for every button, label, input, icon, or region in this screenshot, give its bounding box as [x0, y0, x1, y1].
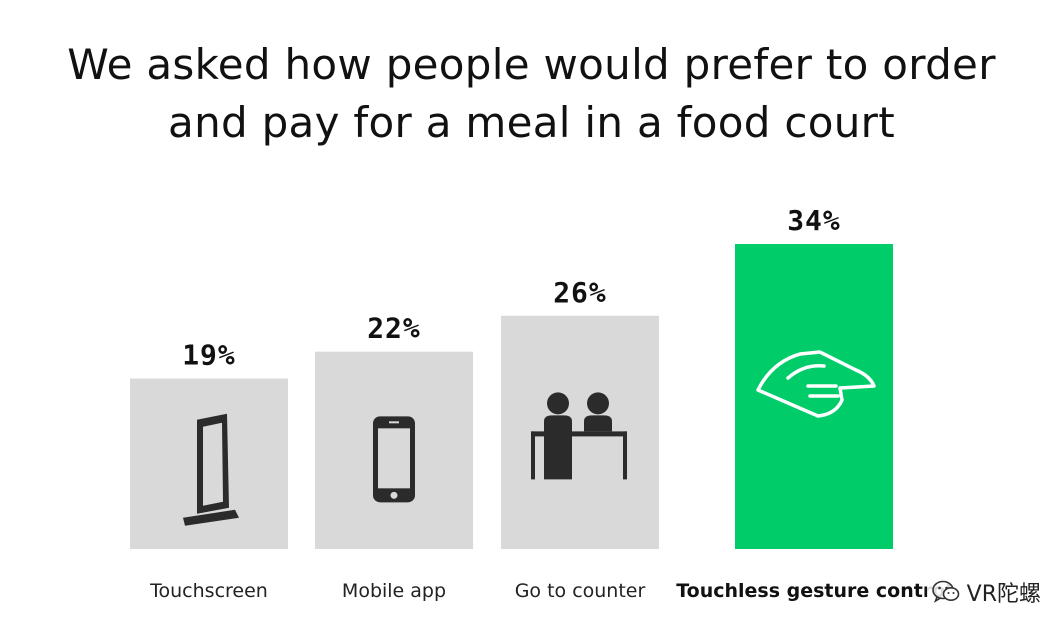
- category-label-touchscreen: Touchscreen: [149, 580, 268, 602]
- chart-title: We asked how people would prefer to orde…: [0, 36, 1063, 152]
- touchless-hand-icon: [756, 350, 876, 418]
- chart-title-line-2: and pay for a meal in a food court: [168, 98, 895, 147]
- wechat-icon: [931, 580, 959, 603]
- category-label-touchless-gesture-control: Touchless gesture control: [676, 580, 952, 602]
- value-label-touchscreen: 19%: [182, 339, 236, 372]
- category-label-mobile-app: Mobile app: [342, 580, 446, 602]
- category-label-go-to-counter: Go to counter: [515, 580, 646, 602]
- touchscreen-kiosk-icon: [183, 413, 239, 526]
- watermark-text: VR陀螺: [966, 582, 1041, 607]
- mobile-phone-icon: [373, 416, 415, 503]
- value-label-mobile-app: 22%: [367, 312, 421, 345]
- value-label-touchless-gesture-control: 34%: [787, 204, 841, 237]
- value-label-go-to-counter: 26%: [553, 276, 607, 309]
- watermark: VR陀螺: [926, 574, 1047, 610]
- chart-title-line-1: We asked how people would prefer to orde…: [67, 40, 996, 89]
- counter-people-icon: [531, 392, 627, 480]
